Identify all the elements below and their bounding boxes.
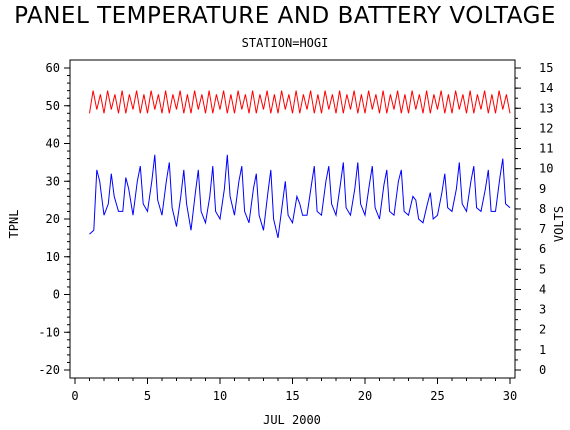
y-right-tick-label: 1 <box>539 343 546 357</box>
y-left-tick-label: -20 <box>38 363 60 377</box>
y-right-tick-label: 11 <box>539 142 553 156</box>
y-right-tick-label: 12 <box>539 121 553 135</box>
y-right-tick-label: 8 <box>539 202 546 216</box>
series-line-battery-voltage <box>89 90 511 114</box>
y-left-tick-label: 10 <box>46 250 60 264</box>
y-right-tick-label: 2 <box>539 323 546 337</box>
y-left-tick-label: 20 <box>46 212 60 226</box>
y-left-tick-label: 60 <box>46 61 60 75</box>
y-right-tick-label: 7 <box>539 222 546 236</box>
y-left-tick-label: -10 <box>38 325 60 339</box>
chart-subtitle: STATION=HOGI <box>241 36 329 50</box>
y-right-tick-label: 5 <box>539 262 546 276</box>
axes-group <box>69 59 516 379</box>
y-left-tick-label: 0 <box>53 288 60 302</box>
y-right-tick-label: 10 <box>539 162 553 176</box>
chart-title: PANEL TEMPERATURE AND BATTERY VOLTAGE <box>14 3 556 29</box>
x-axis-label: JUL 2000 <box>263 413 321 427</box>
plot-frame <box>69 59 516 379</box>
y-left-tick-label: 50 <box>46 99 60 113</box>
y-right-tick-label: 6 <box>539 242 546 256</box>
y-right-tick-label: 3 <box>539 303 546 317</box>
x-tick-label: 30 <box>503 389 517 403</box>
series-group <box>89 90 511 239</box>
y-right-tick-label: 0 <box>539 363 546 377</box>
y-left-tick-label: 30 <box>46 174 60 188</box>
x-tick-label: 0 <box>71 389 78 403</box>
y-right-tick-label: 4 <box>539 282 546 296</box>
ticks-group: 0 5 10 15 20 25 30-20-100102030405060012345678… <box>38 61 553 403</box>
y-right-axis-label: VOLTS <box>552 206 566 242</box>
y-left-axis-label: TPNL <box>7 210 21 239</box>
x-tick-label: 20 <box>358 389 372 403</box>
x-tick-label: 10 <box>213 389 227 403</box>
y-right-tick-label: 15 <box>539 61 553 75</box>
x-tick-label: 5 <box>144 389 151 403</box>
y-right-tick-label: 9 <box>539 182 546 196</box>
x-tick-label: 15 <box>285 389 299 403</box>
series-line-panel-temperature <box>89 154 511 239</box>
y-left-tick-label: 40 <box>46 137 60 151</box>
y-right-tick-label: 13 <box>539 101 553 115</box>
y-right-tick-label: 14 <box>539 81 553 95</box>
x-tick-label: 25 <box>430 389 444 403</box>
